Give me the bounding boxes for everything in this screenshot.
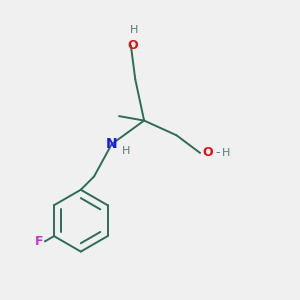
Text: N: N bbox=[106, 137, 118, 151]
Text: F: F bbox=[35, 235, 44, 248]
Text: H: H bbox=[130, 25, 138, 35]
Text: H: H bbox=[222, 148, 230, 158]
Text: O: O bbox=[128, 39, 138, 52]
Text: -: - bbox=[215, 146, 220, 159]
Text: O: O bbox=[202, 146, 213, 159]
Text: H: H bbox=[122, 146, 130, 156]
